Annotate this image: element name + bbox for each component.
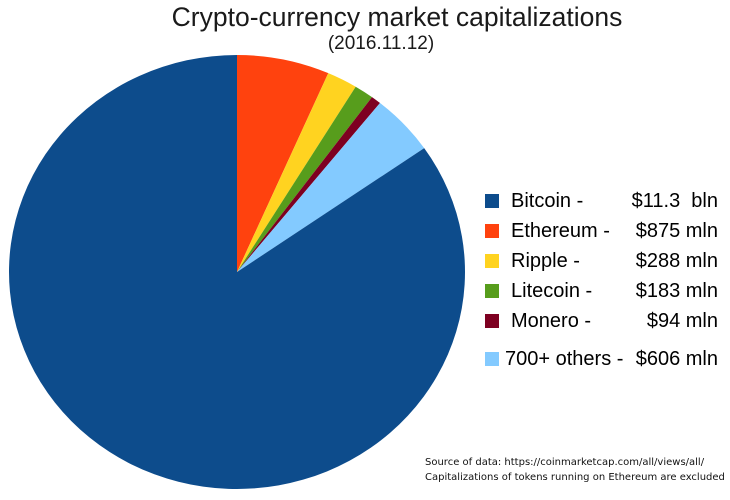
- legend-label: Ripple -: [511, 249, 580, 272]
- legend-value: $183 mln: [635, 279, 718, 302]
- legend-value: $606 mln: [635, 347, 718, 370]
- pie-slice-monero: [237, 97, 380, 272]
- legend-value: $94 mln: [646, 309, 718, 332]
- source-line-2: Capitalizations of tokens running on Eth…: [425, 472, 725, 483]
- legend-swatch-ethereum: [485, 224, 499, 238]
- legend-item-monero: Monero - $94 mln: [485, 310, 718, 332]
- legend-value: $288 mln: [635, 249, 718, 272]
- legend-label: 700+ others -: [505, 347, 624, 370]
- legend-item-ethereum: Ethereum - $875 mln: [485, 220, 718, 242]
- legend: Bitcoin - $11.3 bln Ethereum - $875 mln Ripp…: [485, 190, 718, 370]
- legend-label: Litecoin -: [511, 279, 593, 302]
- chart-subtitle: (2016.11.12): [327, 33, 435, 54]
- pie-slice-ripple: [237, 73, 356, 273]
- legend-label: Monero -: [511, 309, 592, 332]
- legend-item-700-others: 700+ others - $606 mln: [485, 348, 718, 370]
- chart-title: Crypto-currency market capitalizations: [171, 2, 623, 32]
- source-line-1: Source of data: https://coinmarketcap.co…: [425, 457, 705, 468]
- pie-slice-litecoin: [237, 86, 372, 272]
- legend-swatch-ripple: [485, 254, 499, 268]
- legend-swatch-litecoin: [485, 284, 499, 298]
- pie-slice-700-others: [237, 102, 425, 273]
- legend-swatch-monero: [485, 314, 499, 328]
- legend-label: Ethereum -: [511, 219, 610, 242]
- pie-slice-ethereum: [237, 55, 329, 272]
- legend-item-bitcoin: Bitcoin - $11.3 bln: [485, 190, 718, 212]
- source-note: Source of data: https://coinmarketcap.co…: [425, 455, 725, 485]
- legend-value: $875 mln: [635, 219, 718, 242]
- legend-swatch-700-others: [485, 352, 499, 366]
- legend-value: $11.3 bln: [631, 189, 718, 212]
- pie-slice-bitcoin: [9, 55, 466, 490]
- legend-item-litecoin: Litecoin - $183 mln: [485, 280, 718, 302]
- legend-item-ripple: Ripple - $288 mln: [485, 250, 718, 272]
- legend-swatch-bitcoin: [485, 194, 499, 208]
- legend-label: Bitcoin -: [511, 189, 584, 212]
